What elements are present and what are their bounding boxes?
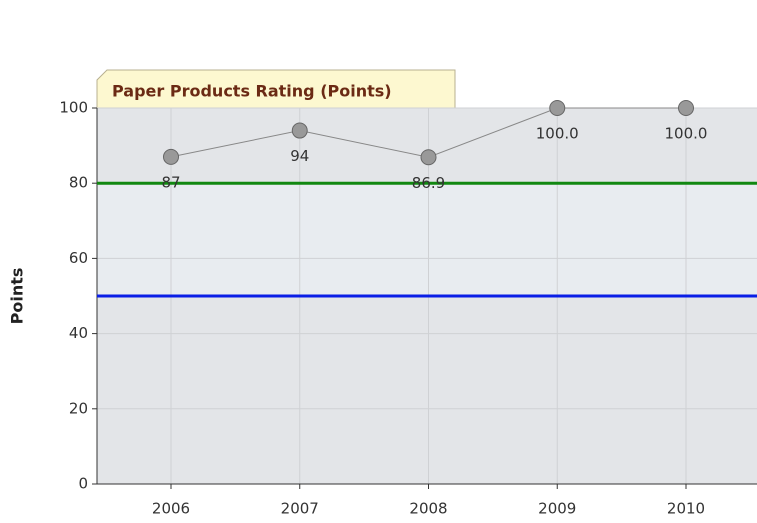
data-label: 100.0 <box>665 125 708 143</box>
data-label: 100.0 <box>536 125 579 143</box>
target-band <box>97 183 757 296</box>
x-tick-label: 2006 <box>152 500 190 518</box>
x-tick-label: 2009 <box>538 500 576 518</box>
data-label: 94 <box>290 147 309 165</box>
y-tick-label: 20 <box>69 399 88 417</box>
x-tick-label: 2010 <box>667 500 705 518</box>
chart-title: Paper Products Rating (Points) <box>112 82 392 101</box>
data-point <box>420 149 437 166</box>
x-tick-label: 2008 <box>409 500 447 518</box>
y-axis-label: Points <box>8 268 27 325</box>
y-tick-label: 40 <box>69 324 88 342</box>
y-tick-label: 100 <box>59 99 88 117</box>
y-tick-label: 80 <box>69 174 88 192</box>
data-label: 87 <box>161 173 180 191</box>
data-point <box>678 100 694 116</box>
y-tick-label: 60 <box>69 249 88 267</box>
x-tick-label: 2007 <box>281 500 319 518</box>
y-tick-label: 0 <box>78 475 88 493</box>
data-point <box>291 122 308 139</box>
data-point <box>163 148 179 165</box>
data-point <box>549 100 566 116</box>
data-label: 86.9 <box>412 174 445 192</box>
